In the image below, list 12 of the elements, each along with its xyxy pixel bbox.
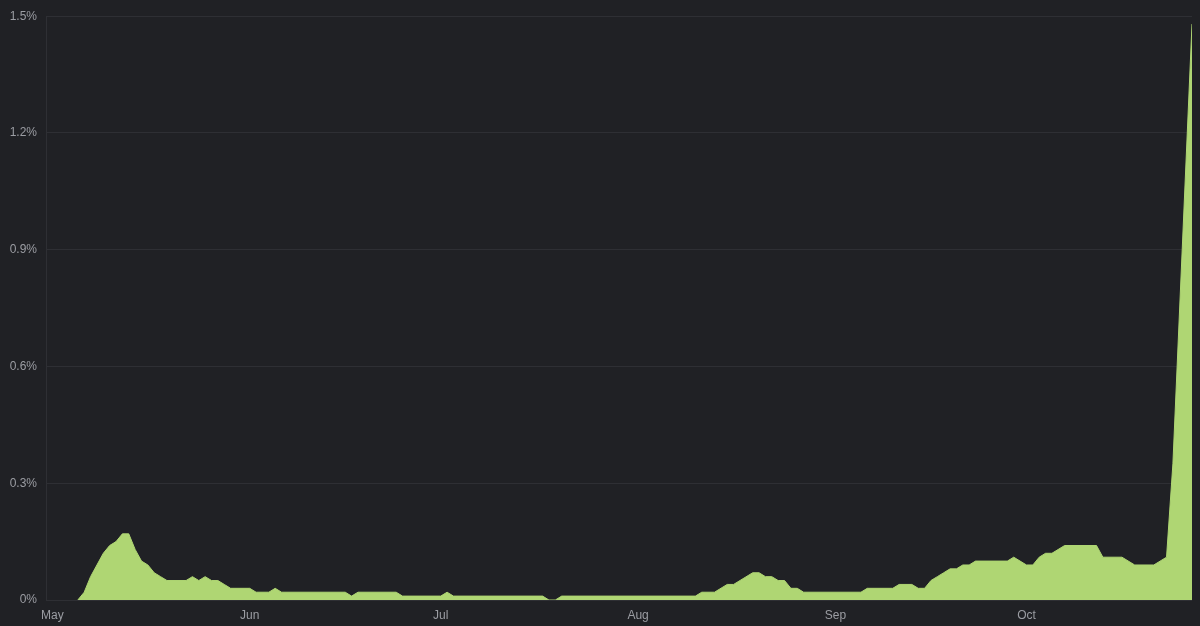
x-tick-label: Oct <box>1017 607 1037 622</box>
x-tick-label: Jul <box>433 607 449 622</box>
y-tick-label: 1.2% <box>9 125 38 140</box>
x-tick-label: Sep <box>824 607 847 622</box>
y-tick-label: 0.9% <box>9 242 38 257</box>
x-tick-label: Jun <box>240 607 260 622</box>
y-tick-label: 0.6% <box>9 358 38 373</box>
y-tick-label: 0.3% <box>9 475 38 490</box>
x-tick-label: Aug <box>627 607 649 622</box>
y-tick-label: 1.5% <box>9 8 38 23</box>
y-tick-label: 0% <box>19 592 38 607</box>
x-tick-label: May <box>41 607 64 622</box>
